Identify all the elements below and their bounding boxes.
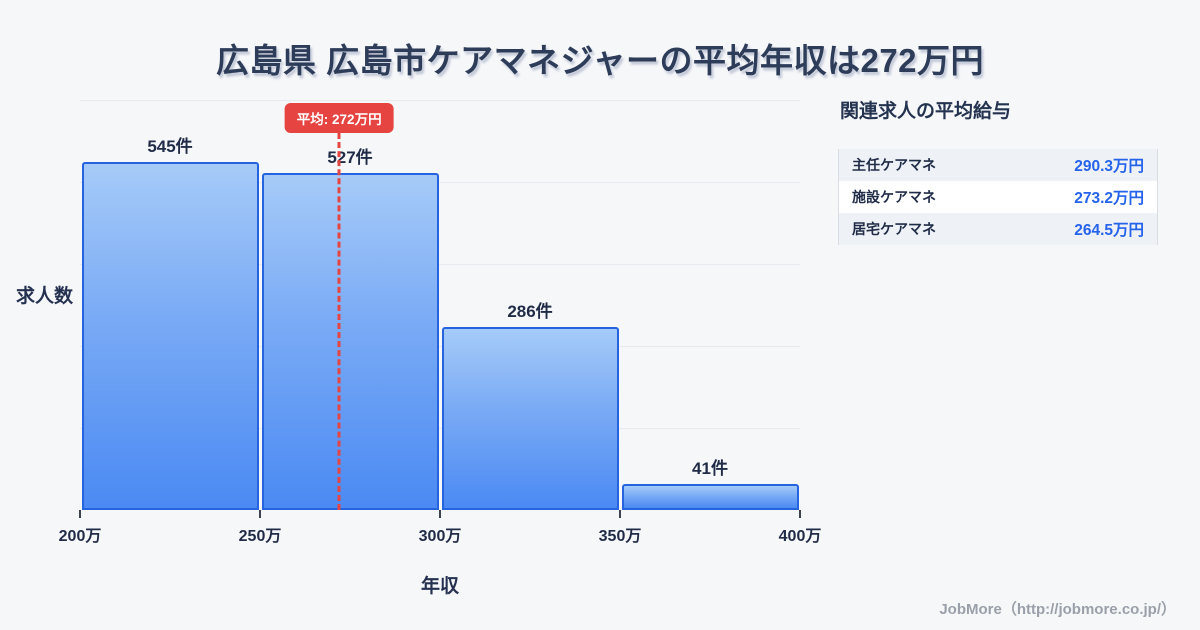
panel-heading: 関連求人の平均給与 <box>840 101 1012 122</box>
x-tick <box>619 510 621 518</box>
salary-row-label: 施設ケアマネ <box>852 189 936 205</box>
salary-row: 施設ケアマネ 273.2万円 <box>839 181 1157 213</box>
salary-table: 主任ケアマネ 290.3万円施設ケアマネ 273.2万円居宅ケアマネ 264.5万円 <box>838 149 1158 245</box>
x-tick-label: 350万 <box>598 528 642 545</box>
bar-value-label: 41件 <box>692 458 728 478</box>
histogram-bar-300万-350万[interactable]: 286件 <box>441 302 619 510</box>
related-salary-panel: 関連求人の平均給与 主任ケアマネ 290.3万円施設ケアマネ 273.2万円居宅ケア… <box>838 96 1158 245</box>
salary-row-value: 264.5万円 <box>1074 222 1144 239</box>
x-tick <box>259 510 261 518</box>
footer-credit: JobMore（http://jobmore.co.jp/） <box>939 601 1176 618</box>
gridline <box>80 346 800 347</box>
x-tick <box>79 510 81 518</box>
x-tick-label: 400万 <box>778 528 822 545</box>
salary-row-value: 273.2万円 <box>1074 190 1144 207</box>
bar-value-label: 527件 <box>327 148 373 168</box>
x-tick-label: 200万 <box>58 528 102 545</box>
gridline <box>80 264 800 265</box>
salary-row: 居宅ケアマネ 264.5万円 <box>839 213 1157 245</box>
x-tick <box>439 510 441 518</box>
page-title: 広島県 広島市ケアマネジャーの平均年収は272万円 <box>215 42 985 79</box>
plot-area: 545件 527件 286件 41件 平均: 272万円 200万 250万 300万 35… <box>59 100 821 545</box>
gridline <box>80 428 800 429</box>
salary-row-label: 主任ケアマネ <box>852 157 936 173</box>
histogram-bar-350万-400万[interactable]: 41件 <box>621 459 799 510</box>
histogram-bar-250万-300万[interactable]: 527件 <box>261 148 439 510</box>
salary-row: 主任ケアマネ 290.3万円 <box>839 149 1157 181</box>
average-badge: 平均: 272万円 <box>284 103 394 133</box>
y-axis-title: 求人数 <box>16 286 74 307</box>
gridline <box>80 182 800 183</box>
x-axis-title: 年収 <box>420 576 460 597</box>
gridline <box>80 100 800 101</box>
bar-value-label: 286件 <box>507 302 553 322</box>
average-line <box>337 133 341 510</box>
bar-value-label: 545件 <box>147 136 193 156</box>
histogram-bar-200万-250万[interactable]: 545件 <box>81 137 259 510</box>
x-tick-label: 250万 <box>238 528 282 545</box>
salary-row-label: 居宅ケアマネ <box>852 221 936 237</box>
x-tick <box>799 510 801 518</box>
salary-row-value: 290.3万円 <box>1074 158 1144 175</box>
x-tick-label: 300万 <box>418 528 462 545</box>
